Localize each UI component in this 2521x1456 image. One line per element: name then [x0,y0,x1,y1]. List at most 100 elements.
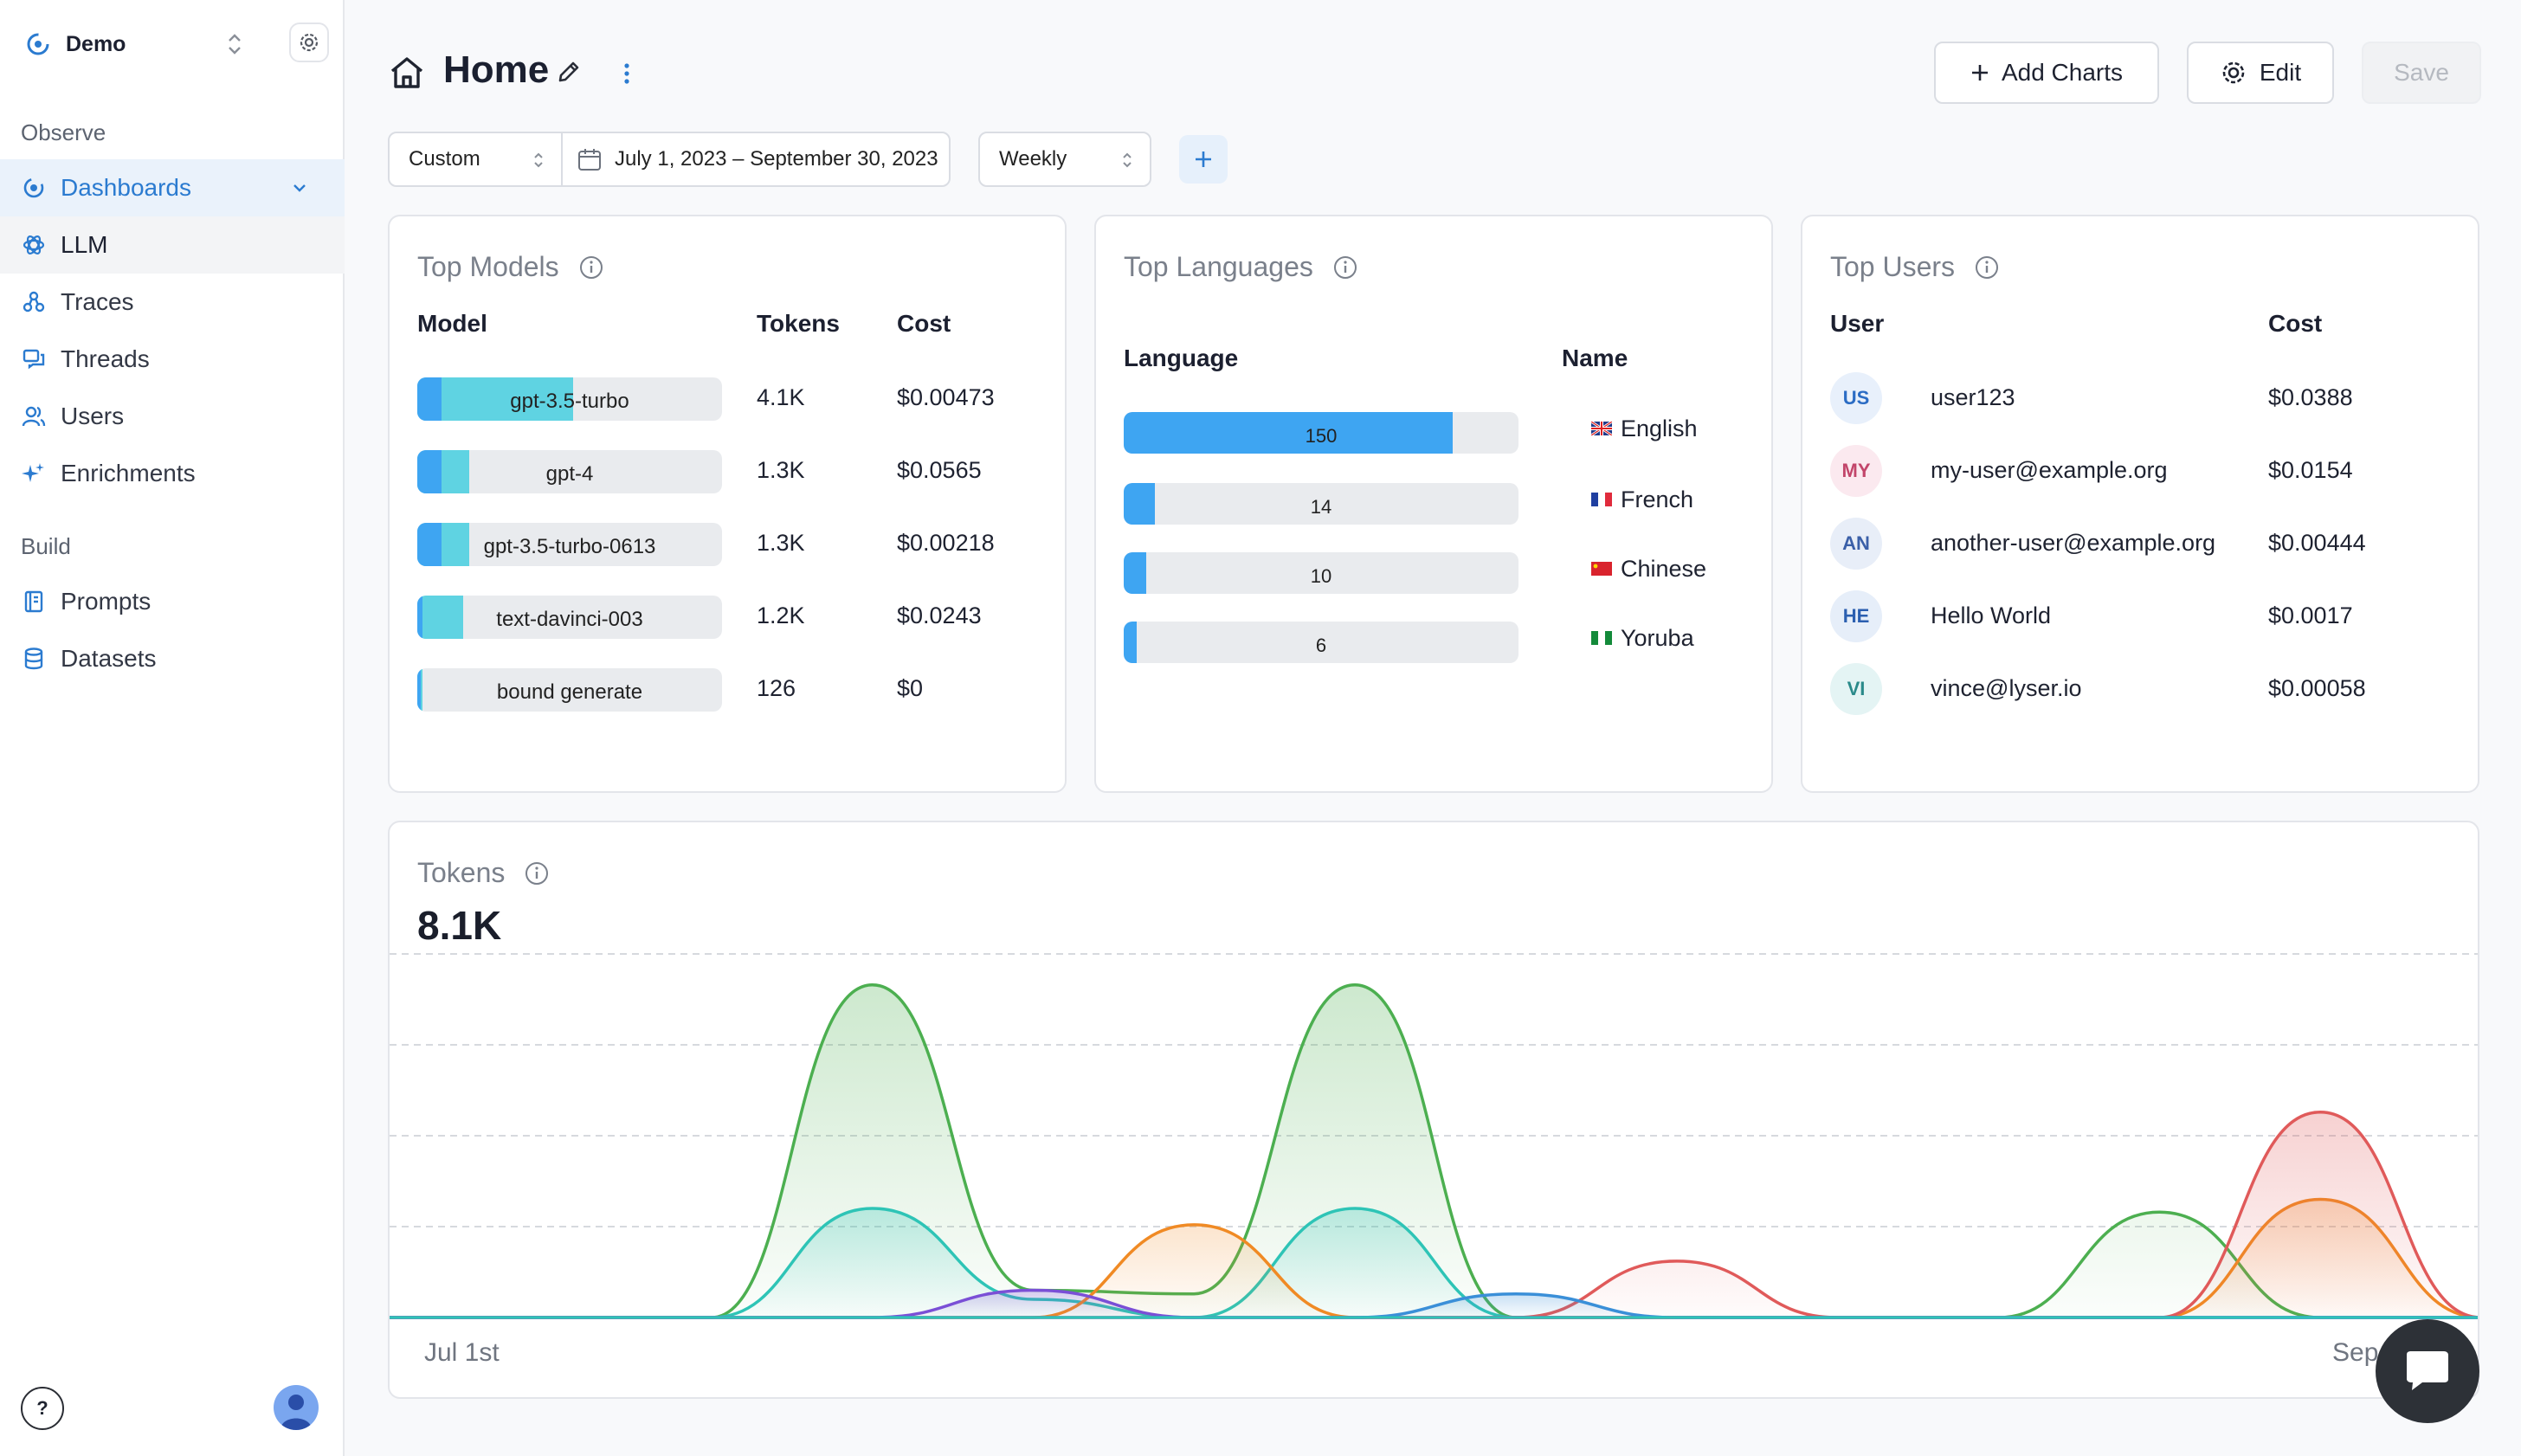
language-name: French [1621,486,1694,512]
user-name: my-user@example.org [1931,457,2168,483]
chevron-updown-icon [534,152,543,168]
column-header-cost: Cost [2268,310,2323,337]
user-cost: $0.0017 [2268,602,2353,628]
gear-icon [2222,61,2245,84]
sidebar-item-label: Dashboards [61,174,191,201]
sidebar-item-label: Traces [61,288,134,315]
granularity-select[interactable]: Weekly [978,132,1151,187]
tokens-chart-card: Tokens 8.1K Jul 1st Sep [388,821,2479,1399]
sidebar-item-datasets[interactable]: Datasets [0,630,345,687]
app-logo-icon [21,27,55,61]
add-charts-button[interactable]: Add Charts [1934,42,2159,104]
database-icon [21,646,47,672]
chevron-updown-icon[interactable] [222,29,248,59]
edit-title-pencil-icon[interactable] [556,59,582,89]
model-name: gpt-4 [545,462,594,486]
model-bar-edge [417,596,422,639]
language-bar-fill [1124,552,1146,594]
top-models-title: Top Models [417,251,559,282]
column-header-user: User [1830,310,1885,337]
sidebar-item-label: Prompts [61,588,152,615]
language-name-cell: Chinese [1591,556,1706,583]
chat-support-button[interactable] [2376,1319,2479,1423]
save-label: Save [2394,59,2449,86]
info-icon[interactable] [578,254,604,280]
user-name: vince@lyser.io [1931,675,2082,701]
language-name: English [1621,416,1698,441]
users-icon [21,403,47,429]
model-bar-edge [417,377,442,421]
top-languages-title: Top Languages [1124,251,1313,282]
language-bar: 14 [1124,483,1518,525]
settings-gear-icon[interactable] [289,23,329,62]
tokens-chart-title: Tokens [417,857,506,888]
model-name: gpt-3.5-turbo-0613 [483,535,656,558]
series-line-gpt-3-5-turbo[interactable] [390,982,2479,1319]
series-area-gpt-4 [390,1111,2478,1317]
info-icon[interactable] [524,860,550,886]
user-cost: $0.00444 [2268,530,2366,556]
sidebar-item-prompts[interactable]: Prompts [0,573,345,630]
dashboard-icon [21,175,47,201]
user-initials-avatar: AN [1830,518,1882,570]
column-header-model: Model [417,310,487,337]
chevron-updown-icon [1123,152,1132,168]
tokens-total: 8.1K [417,903,502,948]
language-name: Yoruba [1621,625,1694,651]
top-models-card: Top Models Model Tokens Cost gpt-3.5-tur… [388,215,1067,793]
user-name: user123 [1931,384,2015,410]
card-title: Top Languages [1124,251,1358,283]
model-bar: bound generate [417,668,722,712]
edit-button[interactable]: Edit [2187,42,2334,104]
date-range-value: July 1, 2023 – September 30, 2023 [615,147,938,171]
series-area-other [390,1293,2478,1317]
sidebar-item-traces[interactable]: Traces [0,274,345,331]
language-bar-fill [1124,622,1138,663]
range-mode-select[interactable]: Custom [388,132,563,187]
chat-bubble-icon [2407,1351,2448,1390]
help-button[interactable]: ? [21,1387,64,1430]
x-tick-label: Sep [2332,1338,2379,1367]
sidebar-item-enrichments[interactable]: Enrichments [0,445,345,502]
chevron-down-icon[interactable] [289,177,310,204]
model-bar-edge [417,668,421,712]
user-cost: $0.00058 [2268,675,2366,701]
add-filter-button[interactable] [1179,135,1228,184]
column-header-language: Language [1124,345,1239,371]
flag-france-icon [1591,492,1612,506]
flag-nigeria-icon [1591,630,1612,645]
sidebar-item-llm[interactable]: LLM [0,216,345,274]
section-observe-label: Observe [21,119,106,145]
model-tokens: 126 [757,675,796,701]
user-cost: $0.0388 [2268,384,2353,410]
model-cost: $0.00473 [897,384,995,410]
user-initials-avatar: MY [1830,445,1882,497]
sidebar: Demo Observe Dashboards LLM Traces [0,0,345,1456]
sidebar-item-threads[interactable]: Threads [0,331,345,388]
flag-uk-icon [1591,421,1612,435]
language-name: Chinese [1621,556,1707,582]
column-header-tokens: Tokens [757,310,840,337]
user-avatar[interactable] [274,1385,319,1430]
flag-china-icon [1591,561,1612,576]
info-icon[interactable] [1974,254,2000,280]
user-initials-avatar: VI [1830,663,1882,715]
info-icon[interactable] [1332,254,1358,280]
threads-icon [21,346,47,372]
sidebar-item-dashboards[interactable]: Dashboards [0,159,345,216]
date-range-picker[interactable]: July 1, 2023 – September 30, 2023 [561,132,951,187]
tokens-area-chart [390,953,2479,1319]
workspace-switcher[interactable]: Demo [21,23,332,66]
sidebar-item-users[interactable]: Users [0,388,345,445]
language-bar: 6 [1124,622,1518,663]
sidebar-item-label: LLM [61,231,108,258]
granularity-value: Weekly [999,147,1067,171]
model-bar: text-davinci-003 [417,596,722,639]
section-build-label: Build [21,533,71,559]
edit-label: Edit [2259,59,2302,86]
sidebar-item-label: Threads [61,345,150,372]
more-options-icon[interactable] [618,62,635,89]
model-tokens: 1.3K [757,457,805,483]
save-button[interactable]: Save [2362,42,2481,104]
page-title: Home [443,48,550,91]
